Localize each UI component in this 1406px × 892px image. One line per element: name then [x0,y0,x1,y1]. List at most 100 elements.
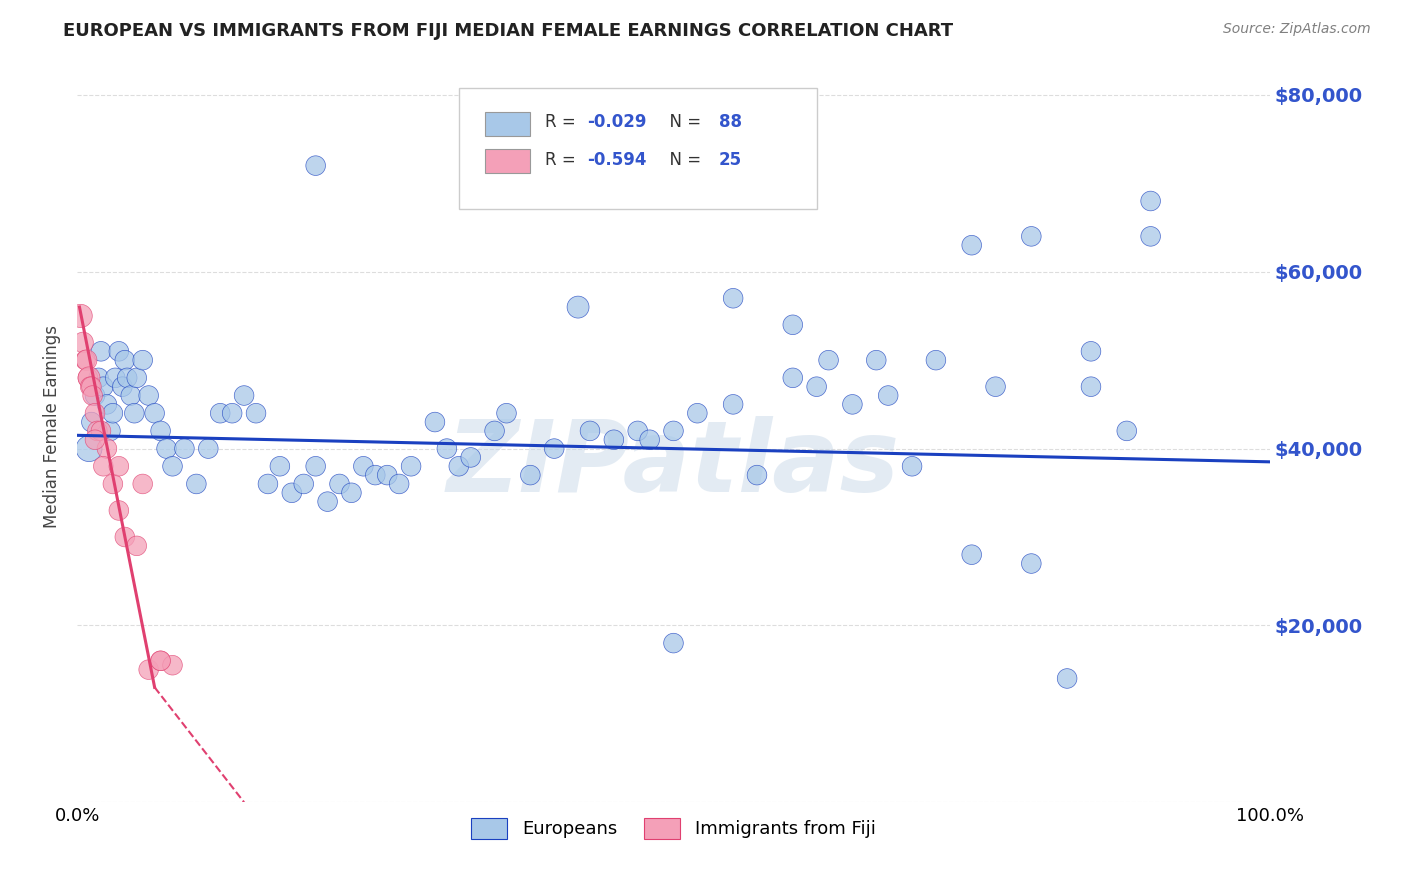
Text: ZIPatlas: ZIPatlas [447,416,900,513]
Point [460,450,482,465]
Point [115,371,138,385]
Point [984,380,1007,394]
Point [865,353,887,368]
Point [662,424,685,438]
Point [114,530,136,544]
FancyBboxPatch shape [485,112,530,136]
Point [76,353,98,368]
Point [1080,344,1102,359]
Point [806,380,828,394]
Point [447,459,470,474]
Point [305,459,328,474]
Point [77,371,100,385]
Point [221,406,243,420]
Point [721,397,744,411]
Point [209,406,232,420]
Point [143,406,166,420]
Point [96,397,118,411]
Point [87,371,110,385]
Y-axis label: Median Female Earnings: Median Female Earnings [44,325,60,528]
Text: Source: ZipAtlas.com: Source: ZipAtlas.com [1223,22,1371,37]
Point [399,459,422,474]
Text: R =: R = [544,113,581,131]
Point [149,424,172,438]
FancyBboxPatch shape [458,88,817,209]
Point [960,238,983,252]
Point [423,415,446,429]
Text: 25: 25 [718,151,742,169]
Point [124,406,146,420]
Point [721,291,744,305]
Text: R =: R = [544,151,581,169]
Point [1056,672,1078,686]
Point [108,459,131,474]
Point [125,371,148,385]
Point [495,406,517,420]
Point [328,477,350,491]
Point [519,468,541,483]
Point [782,371,804,385]
Point [100,424,122,438]
Point [901,459,924,474]
Point [352,459,374,474]
Point [364,468,387,483]
Point [388,477,411,491]
Point [484,177,506,191]
Point [101,406,124,420]
Point [111,380,134,394]
Point [1139,229,1161,244]
Point [108,503,131,517]
Point [292,477,315,491]
Point [186,477,208,491]
Point [149,654,172,668]
Text: -0.029: -0.029 [588,113,647,131]
Point [84,406,107,420]
Point [627,424,650,438]
Point [305,159,328,173]
Point [567,300,589,314]
Point [120,388,142,402]
Point [96,442,118,456]
Point [817,353,839,368]
Point [484,424,506,438]
Point [131,353,153,368]
Point [80,380,103,394]
Point [86,424,108,438]
Point [155,442,177,456]
Point [960,548,983,562]
Point [269,459,291,474]
Point [72,335,94,350]
Point [281,485,304,500]
Point [114,353,136,368]
Point [375,468,398,483]
Text: 88: 88 [718,113,742,131]
Point [662,636,685,650]
Point [138,388,160,402]
Point [82,388,104,402]
Point [1115,424,1137,438]
Point [638,433,661,447]
Point [782,318,804,332]
Point [543,442,565,456]
Point [1080,380,1102,394]
Point [340,485,363,500]
Point [108,344,131,359]
Point [436,442,458,456]
Point [245,406,267,420]
Point [104,371,127,385]
Point [316,494,339,508]
Point [80,415,103,429]
Text: -0.594: -0.594 [588,151,647,169]
FancyBboxPatch shape [485,149,530,173]
Point [84,388,107,402]
Point [603,433,626,447]
Point [257,477,280,491]
Point [173,442,195,456]
Point [101,477,124,491]
Point [233,388,256,402]
Text: N =: N = [659,151,707,169]
Point [162,459,184,474]
Point [90,344,112,359]
Point [686,406,709,420]
Point [69,309,91,323]
